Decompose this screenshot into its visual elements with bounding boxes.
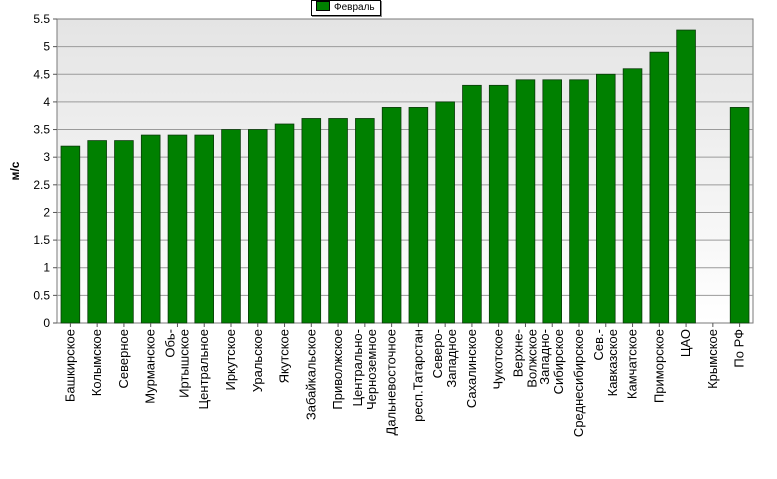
x-tick-label: Западное: [444, 329, 459, 388]
x-tick-label: Приморское: [651, 329, 666, 403]
bar: [301, 118, 322, 324]
x-tick-label: Якутское: [277, 329, 292, 383]
x-tick-label: Обь-: [162, 329, 177, 358]
bar: [87, 140, 107, 324]
legend-label: Февраль: [334, 2, 375, 13]
legend-swatch: [316, 1, 330, 11]
y-tick-label: 2: [43, 205, 50, 219]
x-tick-label: Центрально-: [350, 329, 365, 407]
bar: [194, 134, 215, 324]
bar: [649, 51, 670, 324]
bar: [542, 79, 562, 324]
x-tick-label: Сев.-: [591, 329, 606, 360]
y-tick-label: 4.5: [33, 67, 50, 81]
bar: [569, 79, 589, 324]
x-tick-label: Западно-: [537, 329, 552, 385]
x-tick-label: Кавказское: [605, 329, 620, 396]
bar: [622, 68, 643, 324]
x-tick-label: Камчатское: [625, 329, 640, 399]
y-tick-label: 5: [43, 40, 50, 54]
bar: [515, 79, 536, 324]
y-tick-label: 0: [43, 316, 50, 330]
x-tick-label: Иртышское: [176, 329, 191, 398]
x-tick-label: Чукотское: [491, 329, 506, 390]
y-tick-label: 1.5: [33, 233, 50, 247]
bar: [247, 129, 268, 324]
bar: [114, 140, 134, 324]
bar: [60, 145, 81, 324]
x-tick-label: Северо-: [430, 329, 445, 378]
x-tick-label: Центральное: [196, 329, 211, 409]
bar: [729, 107, 750, 324]
x-tick-label: Колымское: [89, 329, 104, 396]
x-tick-label: Крымское: [705, 329, 720, 389]
x-tick-label: Забайкальское: [303, 329, 318, 420]
y-tick-label: 2.5: [33, 178, 50, 192]
legend: Февраль: [311, 0, 381, 16]
bar: [221, 129, 241, 324]
x-tick-label: Дальневосточное: [384, 329, 399, 435]
y-tick-label: 3: [43, 150, 50, 164]
bar: [676, 29, 696, 324]
x-tick-label: Сибирское: [551, 329, 566, 394]
bar: [167, 134, 188, 324]
y-axis-ticks: 0 0.5 1 1.5 2 2.5 3 3.5 4 4.5 5 5.5: [33, 12, 57, 330]
y-axis-label: м/с: [8, 161, 22, 180]
x-tick-label: Башкирское: [62, 329, 77, 402]
bar: [140, 134, 161, 324]
x-tick-label: Уральское: [250, 329, 265, 392]
y-tick-label: 5.5: [33, 12, 50, 26]
bar: [355, 118, 375, 324]
x-tick-label: Сахалинское: [464, 329, 479, 408]
y-tick-label: 3.5: [33, 123, 50, 137]
plot-area: [56, 18, 754, 324]
x-axis-labels: Башкирское Колымское Северное Мурманское Обь…: [62, 323, 747, 437]
x-tick-label: Волжское: [524, 329, 539, 388]
x-tick-label: Среднесибирское: [571, 329, 586, 437]
y-tick-label: 1: [43, 261, 50, 275]
bar: [381, 107, 402, 324]
x-tick-label: ЦАО: [678, 329, 693, 357]
x-tick-label: Приволжское: [330, 329, 345, 410]
bar: [488, 84, 509, 324]
bar: [274, 123, 295, 324]
x-tick-label: Черноземное: [364, 329, 379, 410]
x-tick-label: респ.Татарстан: [410, 329, 425, 422]
x-tick-label: Иркутское: [223, 329, 238, 391]
bar: [435, 101, 455, 324]
x-tick-label: Мурманское: [143, 329, 158, 404]
x-tick-label: Северное: [116, 329, 131, 388]
bar: [328, 118, 348, 324]
bars: [60, 29, 750, 324]
x-tick-label: По РФ: [732, 329, 747, 368]
bar: [462, 84, 482, 324]
x-tick-label: Верхне-: [510, 329, 525, 377]
bar: [596, 73, 616, 324]
y-tick-label: 0.5: [33, 288, 50, 302]
y-tick-label: 4: [43, 95, 50, 109]
bar: [408, 107, 429, 324]
